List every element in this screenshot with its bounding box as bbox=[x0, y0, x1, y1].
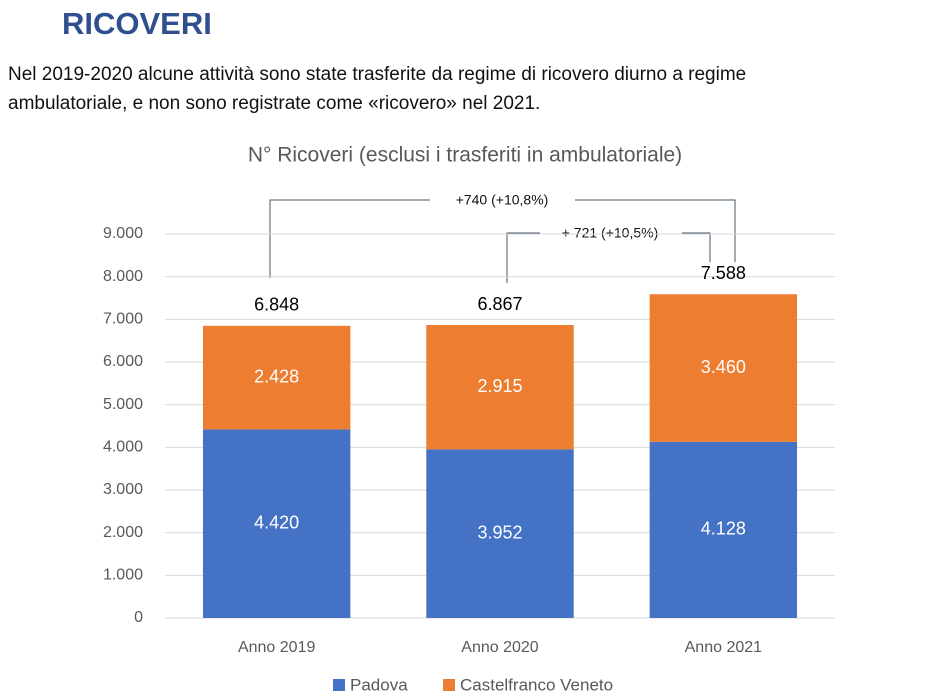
value-label: 4.420 bbox=[254, 512, 299, 532]
legend-swatch bbox=[443, 679, 455, 691]
bracket bbox=[682, 232, 711, 262]
y-tick-label: 0 bbox=[134, 609, 143, 626]
bar-segment bbox=[426, 449, 574, 618]
annotation: +740 (+10,8%) bbox=[456, 192, 549, 208]
y-tick-label: 4.000 bbox=[103, 439, 143, 456]
value-label: 3.952 bbox=[477, 522, 522, 542]
bar-segment bbox=[649, 441, 798, 618]
bar-segment bbox=[202, 325, 351, 430]
bar-segment bbox=[426, 325, 574, 450]
x-tick-label: Anno 2020 bbox=[461, 639, 539, 656]
bar-segment bbox=[649, 294, 798, 442]
total-label: 6.867 bbox=[477, 294, 522, 314]
description-line: ambulatoriale, e non sono registrate com… bbox=[8, 93, 540, 114]
value-label: 2.428 bbox=[254, 366, 299, 386]
x-tick-label: Anno 2021 bbox=[685, 639, 763, 656]
y-tick-label: 3.000 bbox=[103, 481, 143, 498]
chart-title: N° Ricoveri (esclusi i trasferiti in amb… bbox=[248, 144, 682, 167]
annotation: + 721 (+10,5%) bbox=[562, 225, 659, 241]
value-label: 3.460 bbox=[701, 357, 746, 377]
legend-label: Castelfranco Veneto bbox=[460, 675, 613, 694]
bracket bbox=[575, 199, 736, 262]
bar-segment bbox=[202, 429, 351, 618]
x-tick-label: Anno 2019 bbox=[238, 639, 316, 656]
y-tick-label: 9.000 bbox=[103, 225, 143, 242]
y-tick-label: 5.000 bbox=[103, 396, 143, 413]
slide-title: RICOVERI bbox=[62, 6, 212, 41]
y-tick-label: 7.000 bbox=[103, 311, 143, 328]
y-tick-label: 1.000 bbox=[103, 567, 143, 584]
y-tick-label: 2.000 bbox=[103, 524, 143, 541]
value-label: 4.128 bbox=[701, 519, 746, 539]
bracket bbox=[269, 199, 430, 278]
y-tick-label: 6.000 bbox=[103, 353, 143, 370]
total-label: 6.848 bbox=[254, 295, 299, 315]
bracket bbox=[506, 232, 540, 283]
total-label: 7.588 bbox=[701, 263, 746, 283]
legend-swatch bbox=[333, 679, 345, 691]
value-label: 2.915 bbox=[477, 376, 522, 396]
description-line: Nel 2019-2020 alcune attività sono state… bbox=[8, 64, 746, 85]
y-tick-label: 8.000 bbox=[103, 268, 143, 285]
legend-label: Padova bbox=[350, 675, 408, 694]
